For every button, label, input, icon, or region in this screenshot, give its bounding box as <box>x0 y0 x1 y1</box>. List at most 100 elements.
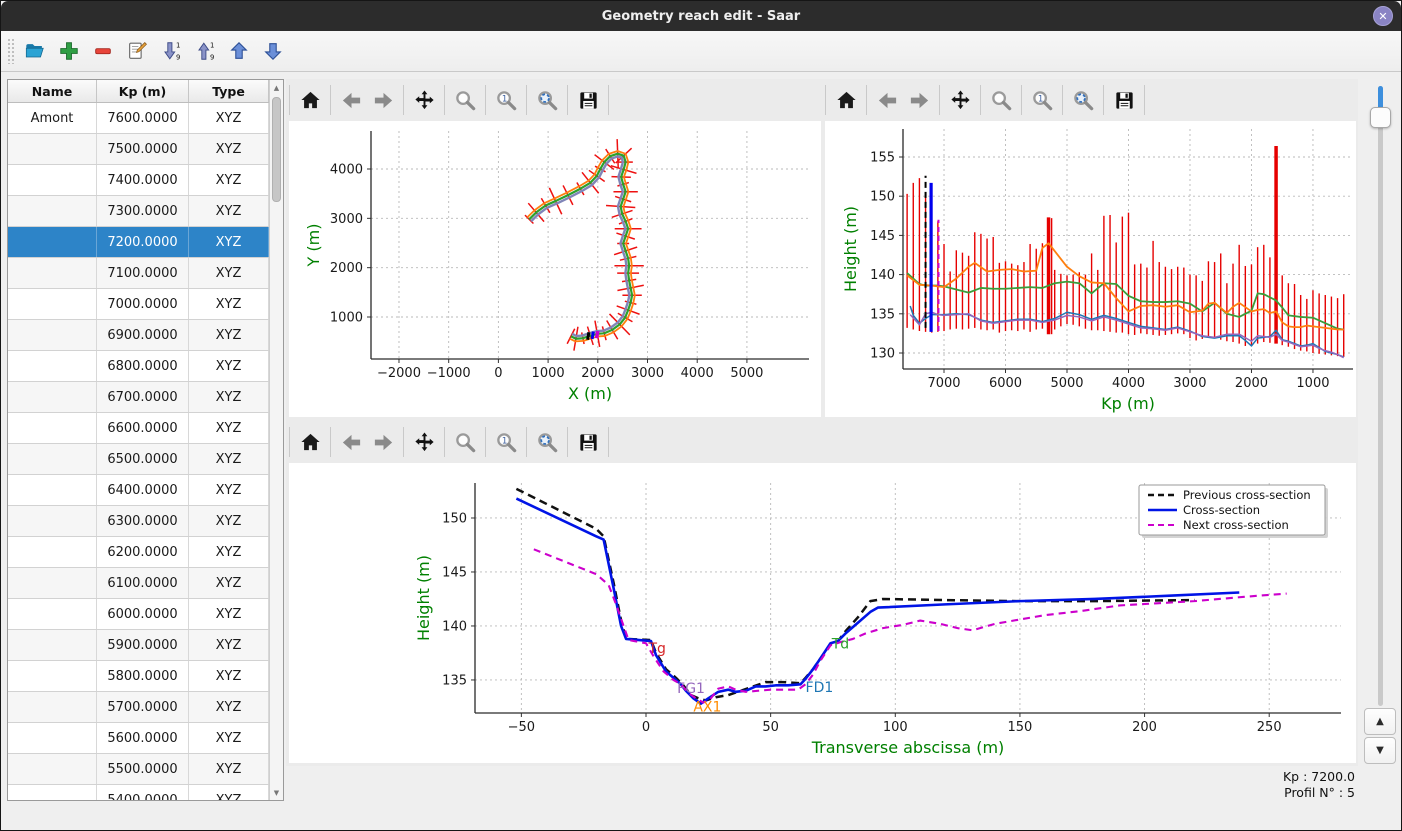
scrollbar-down-arrow-icon[interactable]: ▼ <box>273 788 280 797</box>
svg-text:7000: 7000 <box>927 376 960 391</box>
table-cell <box>8 506 97 536</box>
mpl-back-button[interactable] <box>335 85 367 115</box>
table-cell: XYZ <box>189 692 269 722</box>
table-row[interactable]: 6100.0000 XYZ <box>8 568 269 599</box>
table-row[interactable]: 6600.0000 XYZ <box>8 413 269 444</box>
mpl-zoom-one-button[interactable]: 1 <box>490 427 522 457</box>
svg-text:Tg: Tg <box>647 641 665 657</box>
mpl-forward-button[interactable] <box>367 85 399 115</box>
svg-text:155: 155 <box>870 150 895 165</box>
cross-section-chart[interactable]: −50 0 50 100 150 200 250135140145150Transverse… <box>289 463 1356 763</box>
table-row[interactable]: 6800.0000 XYZ <box>8 351 269 382</box>
table-row[interactable]: Amont 7600.0000 XYZ <box>8 103 269 134</box>
table-row[interactable]: 5600.0000 XYZ <box>8 723 269 754</box>
mpl-toolbar-group <box>1062 85 1103 115</box>
mpl-zoom-one-button[interactable]: 1 <box>1026 85 1058 115</box>
slider-thumb[interactable] <box>1370 107 1391 128</box>
mpl-toolbar-group <box>403 427 444 457</box>
table-cell: 7100.0000 <box>97 258 189 288</box>
mpl-pan-button[interactable] <box>944 85 976 115</box>
svg-text:4000: 4000 <box>681 366 714 381</box>
mpl-zoom-one-button[interactable]: 1 <box>490 85 522 115</box>
table-row[interactable]: 5400.0000 XYZ <box>8 785 269 800</box>
svg-text:200: 200 <box>1132 720 1157 735</box>
longitudinal-profile-chart[interactable]: 7000 6000 5000 4000 3000 2000 1000 130 135 140 145… <box>825 121 1356 417</box>
mpl-toolbar-group <box>567 427 609 457</box>
mpl-back-button[interactable] <box>335 427 367 457</box>
mpl-save-button[interactable] <box>572 85 604 115</box>
table-cell: XYZ <box>189 289 269 319</box>
sort-desc-icon: 19 <box>164 41 180 61</box>
svg-text:Cross-section: Cross-section <box>1183 503 1260 517</box>
mpl-toolbar-group <box>567 85 609 115</box>
table-row[interactable]: 7100.0000 XYZ <box>8 258 269 289</box>
table-row[interactable]: 6500.0000 XYZ <box>8 444 269 475</box>
mpl-home-button[interactable] <box>294 427 326 457</box>
forward-icon <box>910 92 928 108</box>
mpl-zoom-button[interactable] <box>449 85 481 115</box>
table-cell <box>8 289 97 319</box>
table-row[interactable]: 5800.0000 XYZ <box>8 661 269 692</box>
table-row[interactable]: 6300.0000 XYZ <box>8 506 269 537</box>
open-geometry-button[interactable] <box>21 37 49 65</box>
table-row[interactable]: 6000.0000 XYZ <box>8 599 269 630</box>
move-down-button[interactable] <box>259 37 287 65</box>
table-row[interactable]: 7500.0000 XYZ <box>8 134 269 165</box>
close-button[interactable]: ✕ <box>1373 6 1393 26</box>
table-cell: 7500.0000 <box>97 134 189 164</box>
remove-profile-button[interactable] <box>89 37 117 65</box>
mpl-toolbar-group: 1 <box>485 427 526 457</box>
table-scrollbar[interactable]: ▲ ▼ <box>269 80 283 800</box>
mpl-forward-button[interactable] <box>367 427 399 457</box>
mpl-home-button[interactable] <box>294 85 326 115</box>
mpl-forward-button[interactable] <box>903 85 935 115</box>
previous-profile-button[interactable]: ▲ <box>1364 708 1396 735</box>
table-row[interactable]: 5500.0000 XYZ <box>8 754 269 785</box>
mpl-pan-button[interactable] <box>408 85 440 115</box>
mpl-zoom-button[interactable] <box>985 85 1017 115</box>
table-cell: 7300.0000 <box>97 196 189 226</box>
table-cell: 7200.0000 <box>97 227 189 257</box>
table-row[interactable]: 7300.0000 XYZ <box>8 196 269 227</box>
table-row[interactable]: 6900.0000 XYZ <box>8 320 269 351</box>
toolbar-grip[interactable] <box>7 38 15 64</box>
table-row[interactable]: 7400.0000 XYZ <box>8 165 269 196</box>
plan-view-chart[interactable]: −2000 −1000 0 1000 2000 3000 4000 5000 1000 2000 3… <box>289 121 821 417</box>
mpl-zoom-fit-button[interactable] <box>531 85 563 115</box>
mpl-save-button[interactable] <box>1108 85 1140 115</box>
mpl-save-button[interactable] <box>572 427 604 457</box>
table-row[interactable]: 7200.0000 XYZ <box>8 227 269 258</box>
mpl-back-button[interactable] <box>871 85 903 115</box>
forward-icon <box>374 434 392 450</box>
mpl-zoom-button[interactable] <box>449 427 481 457</box>
table-row[interactable]: 5700.0000 XYZ <box>8 692 269 723</box>
table-scrollbar-thumb[interactable] <box>272 97 281 202</box>
table-row[interactable]: 5900.0000 XYZ <box>8 630 269 661</box>
edit-profile-button[interactable] <box>123 37 151 65</box>
mpl-zoom-fit-button[interactable] <box>1067 85 1099 115</box>
table-cell <box>8 258 97 288</box>
zoom-icon <box>991 90 1011 110</box>
svg-text:0: 0 <box>642 720 650 735</box>
table-row[interactable]: 7000.0000 XYZ <box>8 289 269 320</box>
slider-track[interactable] <box>1378 86 1383 706</box>
table-cell: XYZ <box>189 661 269 691</box>
window-titlebar[interactable]: Geometry reach edit - Saar ✕ <box>1 1 1401 31</box>
add-profile-button[interactable] <box>55 37 83 65</box>
scrollbar-up-arrow-icon[interactable]: ▲ <box>273 83 280 92</box>
move-up-button[interactable] <box>225 37 253 65</box>
table-row[interactable]: 6700.0000 XYZ <box>8 382 269 413</box>
table-row[interactable]: 6200.0000 XYZ <box>8 537 269 568</box>
next-profile-button[interactable]: ▼ <box>1364 737 1396 764</box>
svg-text:1: 1 <box>1037 94 1042 104</box>
mpl-pan-button[interactable] <box>408 427 440 457</box>
zoom-icon <box>455 90 475 110</box>
zoom-one-icon: 1 <box>1032 90 1052 110</box>
mpl-zoom-fit-button[interactable] <box>531 427 563 457</box>
svg-text:FG1: FG1 <box>677 681 705 697</box>
table-row[interactable]: 6400.0000 XYZ <box>8 475 269 506</box>
mpl-home-button[interactable] <box>830 85 862 115</box>
